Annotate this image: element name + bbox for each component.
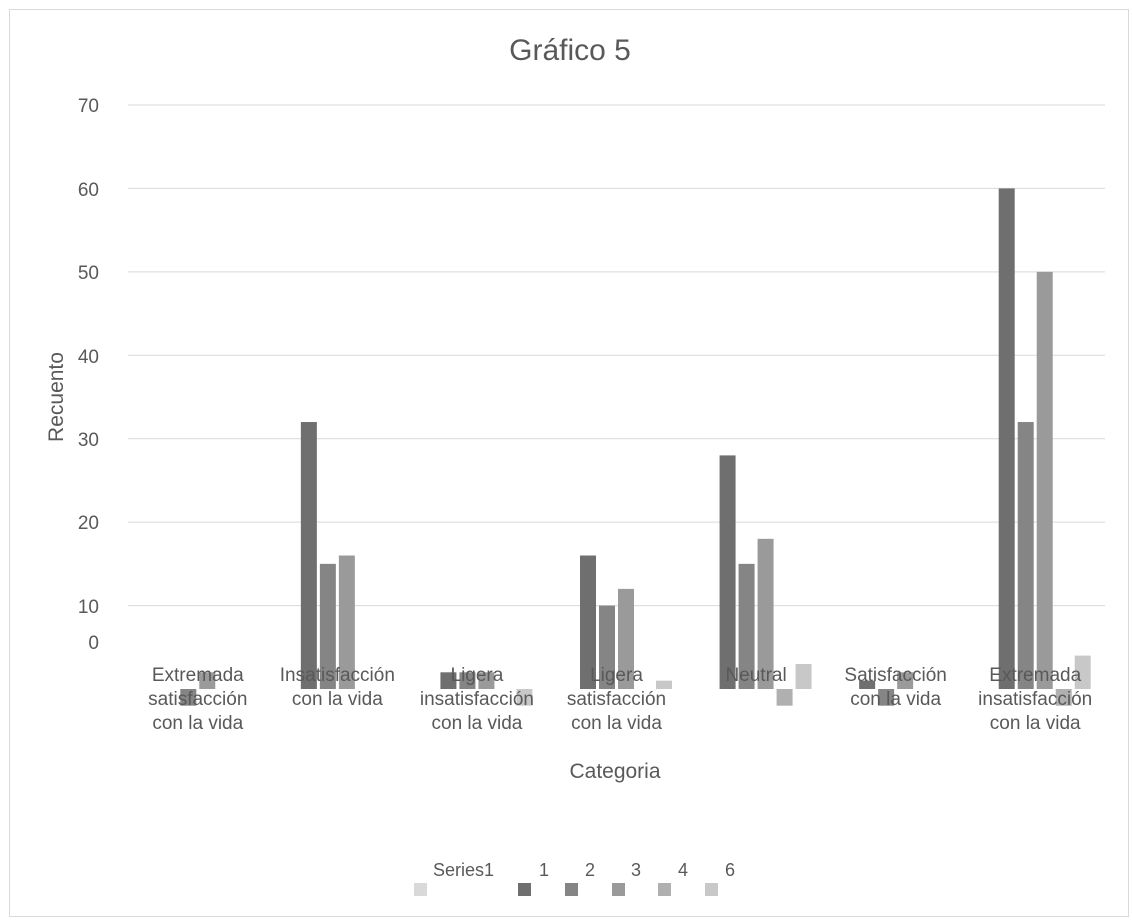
legend: Series1 1 2 3 4 6: [414, 860, 735, 896]
bar: [199, 672, 216, 689]
bar: [440, 672, 457, 689]
bar: [180, 689, 197, 706]
chart-title: Gráfico 5: [509, 34, 631, 67]
legend-swatch: [518, 883, 531, 896]
bar: [338, 555, 355, 689]
legend-label: 6: [725, 860, 735, 880]
bar: [300, 422, 317, 689]
x-axis-title: Categoria: [569, 760, 660, 783]
bar: [776, 689, 793, 706]
bar: [618, 588, 634, 689]
legend-label: 2: [585, 860, 595, 880]
bar: [478, 672, 495, 689]
bar: [656, 680, 672, 689]
category-label: Insatisfacción con la vida: [280, 665, 395, 710]
category-label: Extremada insatisfacción con la vida: [978, 665, 1092, 734]
bar: [878, 689, 895, 706]
y-tick-label: 70: [78, 96, 99, 117]
x-axis-categories: Extremada satisfacción con la vida Insatisf…: [148, 665, 1092, 734]
legend-swatch: [612, 883, 625, 896]
y-tick-label: 20: [78, 513, 99, 534]
bar: [998, 188, 1015, 689]
bar: [859, 680, 876, 689]
legend-label: 1: [539, 860, 549, 880]
legend-swatch: [565, 883, 578, 896]
y-tick-label: 30: [78, 430, 99, 451]
legend-swatch: [414, 883, 427, 896]
bar: [516, 689, 533, 706]
category-label: Ligera insatisfacción con la vida: [420, 665, 534, 734]
grid-lines: [128, 104, 1105, 607]
bars: [180, 188, 1091, 706]
bar: [1036, 271, 1053, 689]
y-tick-label: 0: [88, 633, 99, 654]
category-label: Satisfacción con la vida: [844, 665, 946, 710]
y-axis-ticks: 70 60 50 40 30 20 10 0: [78, 96, 99, 654]
bar: [580, 555, 596, 689]
bar: [1074, 655, 1091, 689]
legend-label: 3: [631, 860, 641, 880]
bar: [719, 455, 736, 689]
bar: [757, 538, 774, 689]
bar: [738, 563, 755, 689]
y-tick-label: 50: [78, 263, 99, 284]
y-tick-label: 10: [78, 597, 99, 618]
chart-frame: [9, 9, 1129, 917]
legend-swatch: [658, 883, 671, 896]
category-label: Ligera satisfacción con la vida: [567, 665, 666, 734]
bar: [1055, 689, 1072, 706]
bar: [459, 672, 476, 689]
bar: [319, 563, 336, 689]
category-label: Neutral: [725, 665, 786, 686]
bar: [897, 672, 914, 689]
y-tick-label: 60: [78, 180, 99, 201]
bar: [599, 605, 615, 689]
category-label: Extremada satisfacción con la vida: [148, 665, 247, 734]
legend-swatch: [705, 883, 718, 896]
y-tick-label: 40: [78, 347, 99, 368]
legend-label: Series1: [433, 860, 494, 880]
y-axis-title: Recuento: [45, 352, 68, 442]
bar: [1017, 422, 1034, 689]
legend-label: 4: [678, 860, 688, 880]
bar: [795, 663, 812, 689]
